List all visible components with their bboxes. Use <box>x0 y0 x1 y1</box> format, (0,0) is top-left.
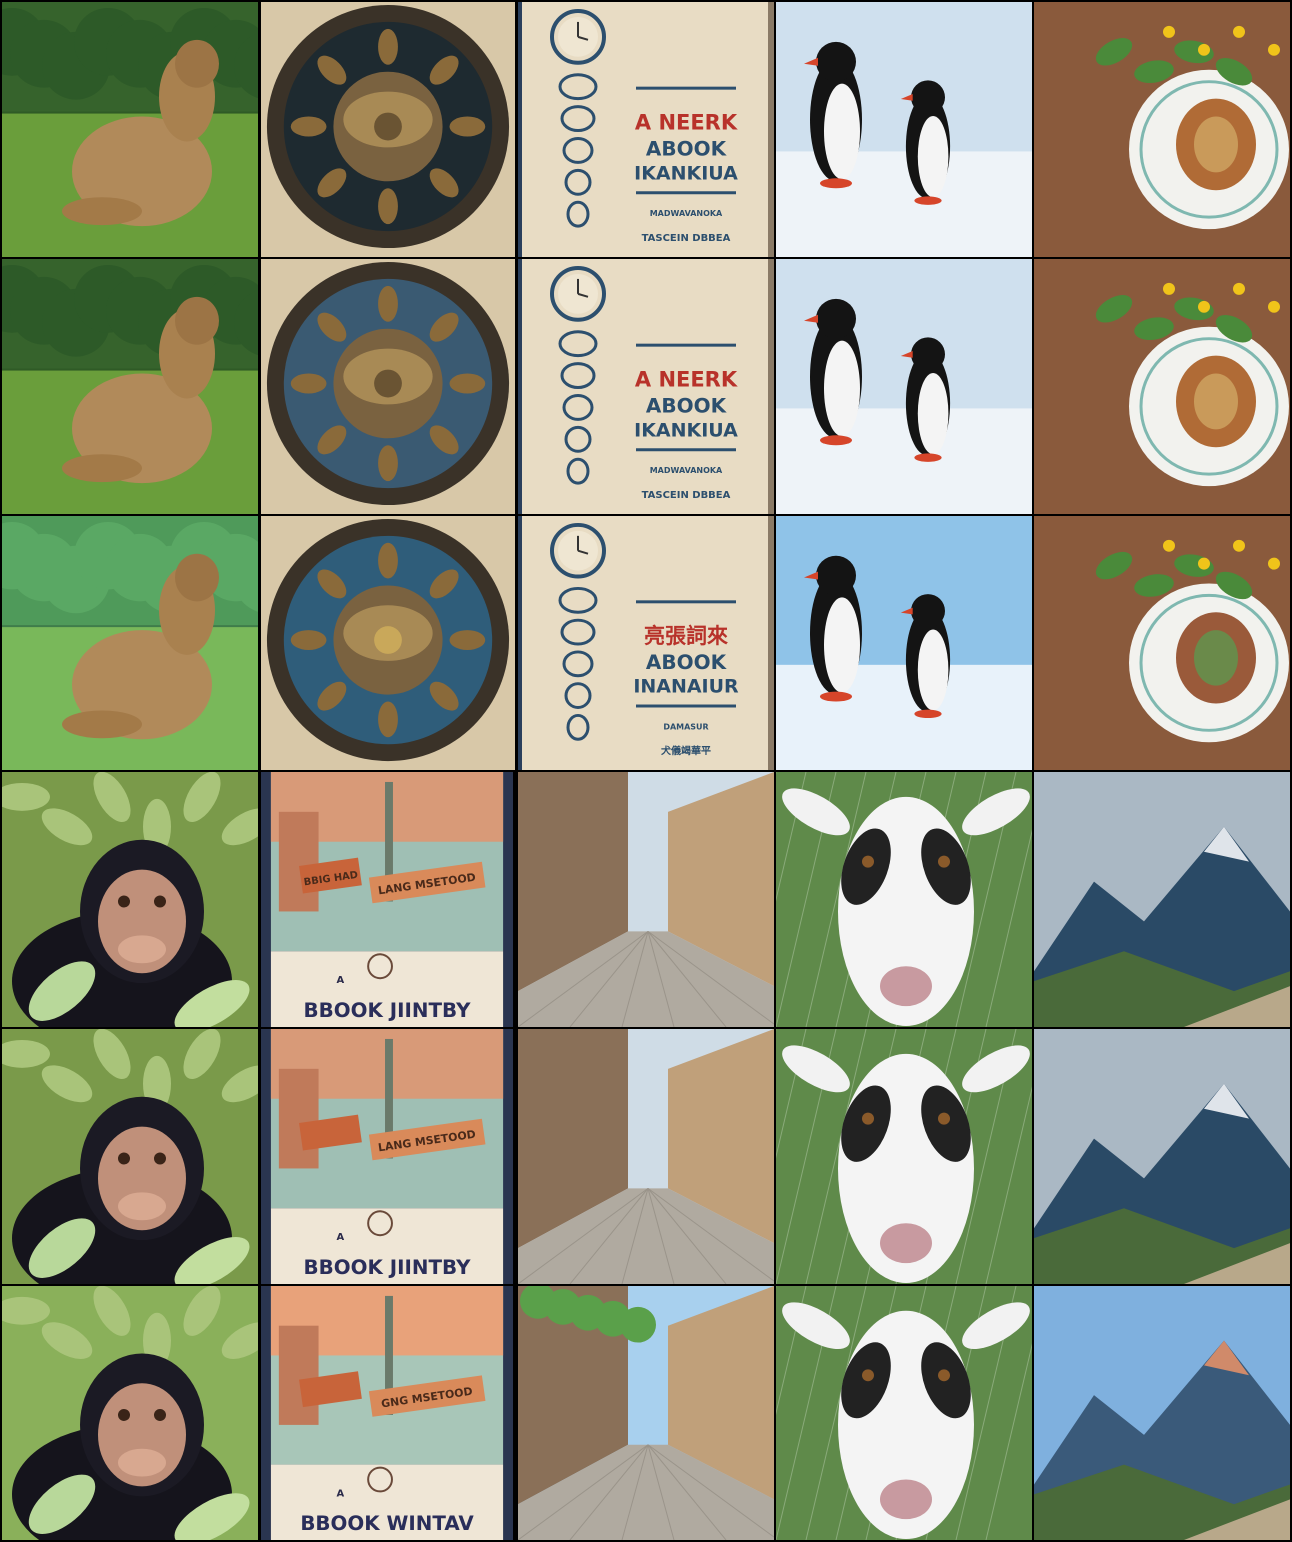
tile-goat-reconstruction <box>776 1029 1032 1284</box>
book-small-text: A <box>337 1488 345 1499</box>
goat-image <box>776 772 1032 1027</box>
tile-mountain-reconstruction <box>1034 1029 1290 1284</box>
tile-city-street-stylized <box>518 1286 774 1540</box>
chimpanzee-image <box>2 1029 258 1284</box>
tile-chimpanzee-reconstruction <box>2 1029 258 1284</box>
book-title-line2: ABOOK <box>646 651 728 674</box>
mountain-image <box>1034 772 1290 1027</box>
tile-book-cover-billboard-reconstruction: LANG MSETOOD A BBOOK JIINTBY <box>261 1029 515 1284</box>
tile-penguins-reconstruction <box>776 259 1032 514</box>
book-title-line1: 亮張詞來 <box>644 624 728 648</box>
penguins-image <box>776 516 1032 770</box>
book-author: TASCEIN DBBEA <box>642 490 731 501</box>
tile-capybara-stylized <box>2 516 258 770</box>
tile-book-cover-clock-stylized: 亮張詞來 ABOOK INANAIUR DAMASUR 犬儀竭華平 <box>518 516 774 770</box>
tile-door-knocker-reconstruction <box>261 259 515 514</box>
tile-goat-stylized <box>776 1286 1032 1540</box>
tile-book-cover-clock-photo: A NEERK ABOOK IKANKIUA MADWAVANOKA TASCEIN D… <box>518 2 774 257</box>
tile-city-street-reconstruction <box>518 1029 774 1284</box>
book-title-line3: IKANKIUA <box>634 419 738 441</box>
pastry-plate-image <box>1034 516 1290 770</box>
book-small-text: A <box>337 975 345 986</box>
door-knocker-image <box>261 516 515 770</box>
book-subtitle: MADWAVANOKA <box>650 466 723 475</box>
book-title-line2: ABOOK <box>646 393 728 417</box>
city-street-image <box>518 772 774 1027</box>
tile-mountain-stylized <box>1034 1286 1290 1540</box>
capybara-image <box>2 516 258 770</box>
tile-city-street-photo <box>518 772 774 1027</box>
tile-pastry-plate-stylized <box>1034 516 1290 770</box>
door-knocker-image <box>261 259 515 514</box>
book-title-line3: IKANKIUA <box>634 162 738 184</box>
book-subtitle: MADWAVANOKA <box>650 209 723 218</box>
tile-book-cover-clock-reconstruction: A NEERK ABOOK IKANKIUA MADWAVANOKA TASCEIN D… <box>518 259 774 514</box>
tile-door-knocker-stylized <box>261 516 515 770</box>
chimpanzee-image <box>2 1286 258 1540</box>
chimpanzee-image <box>2 772 258 1027</box>
penguins-image <box>776 259 1032 514</box>
tile-chimpanzee-photo <box>2 772 258 1027</box>
book-subtitle: DAMASUR <box>663 722 708 731</box>
book-author: 犬儀竭華平 <box>661 744 711 757</box>
penguins-image <box>776 2 1032 257</box>
book-title-line2: ABOOK <box>646 136 728 160</box>
tile-penguins-photo <box>776 2 1032 257</box>
book-title-line1: A NEERK <box>635 368 738 392</box>
book-title: BBOOK JIINTBY <box>304 999 472 1022</box>
goat-image <box>776 1029 1032 1284</box>
city-street-image <box>518 1029 774 1284</box>
pastry-plate-image <box>1034 2 1290 257</box>
tile-pastry-plate-photo <box>1034 2 1290 257</box>
tile-goat-photo <box>776 772 1032 1027</box>
tile-book-cover-billboard-stylized: GNG MSETOOD A BBOOK WINTAV <box>261 1286 515 1540</box>
book-title-line1: A NEERK <box>635 111 738 135</box>
goat-image <box>776 1286 1032 1540</box>
tile-door-knocker-photo <box>261 2 515 257</box>
tile-capybara-photo <box>2 2 258 257</box>
book-title: BBOOK JIINTBY <box>304 1256 472 1279</box>
book-author: TASCEIN DBBEA <box>642 233 731 244</box>
book-title: BBOOK WINTAV <box>300 1512 474 1535</box>
mountain-image <box>1034 1029 1290 1284</box>
tile-pastry-plate-reconstruction <box>1034 259 1290 514</box>
mountain-image <box>1034 1286 1290 1540</box>
tile-mountain-photo <box>1034 772 1290 1027</box>
tile-penguins-stylized <box>776 516 1032 770</box>
city-street-image <box>518 1286 774 1540</box>
door-knocker-image <box>261 2 515 257</box>
capybara-image <box>2 259 258 514</box>
capybara-image <box>2 2 258 257</box>
book-small-text: A <box>337 1232 345 1243</box>
tile-book-cover-billboard-photo: BBIG HAD LANG MSETOOD A BBOOK JIINTBY <box>261 772 515 1027</box>
book-title-line3: INANAIUR <box>633 676 739 698</box>
pastry-plate-image <box>1034 259 1290 514</box>
tile-chimpanzee-stylized <box>2 1286 258 1540</box>
tile-capybara-reconstruction <box>2 259 258 514</box>
